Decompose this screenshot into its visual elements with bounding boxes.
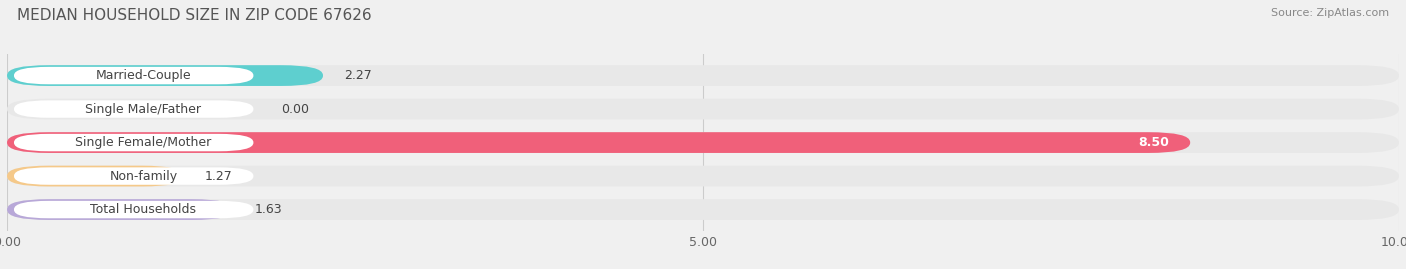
FancyBboxPatch shape [7, 65, 323, 86]
FancyBboxPatch shape [7, 132, 1399, 153]
FancyBboxPatch shape [7, 199, 1399, 220]
FancyBboxPatch shape [7, 199, 233, 220]
Text: 1.27: 1.27 [205, 169, 232, 183]
FancyBboxPatch shape [14, 201, 253, 218]
Text: Non-family: Non-family [110, 169, 177, 183]
Text: 8.50: 8.50 [1139, 136, 1170, 149]
FancyBboxPatch shape [7, 166, 1399, 186]
Text: Source: ZipAtlas.com: Source: ZipAtlas.com [1271, 8, 1389, 18]
FancyBboxPatch shape [7, 99, 1399, 119]
Text: MEDIAN HOUSEHOLD SIZE IN ZIP CODE 67626: MEDIAN HOUSEHOLD SIZE IN ZIP CODE 67626 [17, 8, 371, 23]
Text: 2.27: 2.27 [344, 69, 371, 82]
FancyBboxPatch shape [7, 132, 1191, 153]
FancyBboxPatch shape [14, 100, 253, 118]
Text: Married-Couple: Married-Couple [96, 69, 191, 82]
FancyBboxPatch shape [7, 166, 184, 186]
Text: 0.00: 0.00 [281, 102, 309, 116]
Text: Single Female/Mother: Single Female/Mother [76, 136, 211, 149]
FancyBboxPatch shape [14, 134, 253, 151]
FancyBboxPatch shape [14, 67, 253, 84]
FancyBboxPatch shape [14, 167, 253, 185]
Text: Single Male/Father: Single Male/Father [86, 102, 201, 116]
Text: Total Households: Total Households [90, 203, 197, 216]
FancyBboxPatch shape [7, 65, 1399, 86]
Text: 1.63: 1.63 [254, 203, 283, 216]
